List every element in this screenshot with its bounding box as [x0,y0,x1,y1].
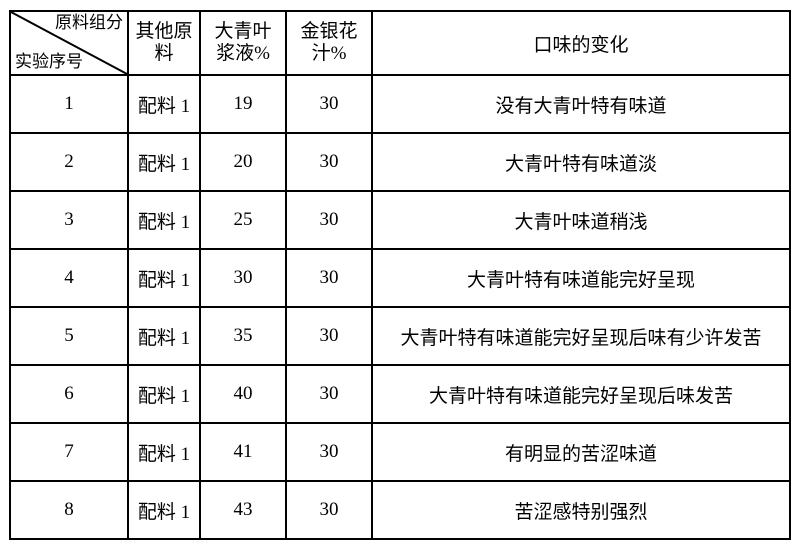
cell-other: 配料 1 [128,423,200,481]
cell-daqingye: 40 [200,365,286,423]
cell-seq: 1 [10,75,128,133]
table-row: 6 配料 1 40 30 大青叶特有味道能完好呈现后味发苦 [10,365,790,423]
cell-daqingye: 20 [200,133,286,191]
cell-jinyinhua: 30 [286,307,372,365]
table-row: 1 配料 1 19 30 没有大青叶特有味道 [10,75,790,133]
cell-taste: 大青叶特有味道能完好呈现后味发苦 [372,365,790,423]
table-row: 2 配料 1 20 30 大青叶特有味道淡 [10,133,790,191]
cell-jinyinhua: 30 [286,365,372,423]
header-jinyinhua-line2: 汁% [287,43,371,65]
cell-seq: 5 [10,307,128,365]
table-row: 5 配料 1 35 30 大青叶特有味道能完好呈现后味有少许发苦 [10,307,790,365]
header-daqingye: 大青叶 浆液% [200,11,286,75]
table-row: 7 配料 1 41 30 有明显的苦涩味道 [10,423,790,481]
cell-seq: 2 [10,133,128,191]
cell-taste: 大青叶特有味道能完好呈现后味有少许发苦 [372,307,790,365]
header-diag-bottom-left: 实验序号 [15,53,83,72]
header-jinyinhua-line1: 金银花 [287,21,371,43]
cell-jinyinhua: 30 [286,481,372,539]
header-other: 其他原 料 [128,11,200,75]
header-jinyinhua: 金银花 汁% [286,11,372,75]
cell-seq: 7 [10,423,128,481]
cell-jinyinhua: 30 [286,249,372,307]
cell-seq: 8 [10,481,128,539]
cell-daqingye: 41 [200,423,286,481]
table-header-row: 原料组分 实验序号 其他原 料 大青叶 浆液% 金银花 汁% 口味的变化 [10,11,790,75]
cell-other: 配料 1 [128,75,200,133]
cell-taste: 苦涩感特别强烈 [372,481,790,539]
cell-taste: 没有大青叶特有味道 [372,75,790,133]
cell-taste: 有明显的苦涩味道 [372,423,790,481]
cell-daqingye: 30 [200,249,286,307]
header-taste: 口味的变化 [372,11,790,75]
cell-daqingye: 43 [200,481,286,539]
cell-jinyinhua: 30 [286,191,372,249]
header-daqingye-line2: 浆液% [201,43,285,65]
header-daqingye-line1: 大青叶 [201,21,285,43]
cell-daqingye: 35 [200,307,286,365]
cell-seq: 4 [10,249,128,307]
cell-taste: 大青叶特有味道淡 [372,133,790,191]
cell-other: 配料 1 [128,307,200,365]
cell-other: 配料 1 [128,365,200,423]
table-row: 8 配料 1 43 30 苦涩感特别强烈 [10,481,790,539]
cell-jinyinhua: 30 [286,75,372,133]
cell-seq: 6 [10,365,128,423]
cell-seq: 3 [10,191,128,249]
table-row: 3 配料 1 25 30 大青叶味道稍浅 [10,191,790,249]
cell-taste: 大青叶特有味道能完好呈现 [372,249,790,307]
header-other-line1: 其他原 [129,21,199,43]
cell-other: 配料 1 [128,133,200,191]
cell-other: 配料 1 [128,249,200,307]
header-other-line2: 料 [129,43,199,65]
header-diagonal-cell: 原料组分 实验序号 [10,11,128,75]
table-body: 1 配料 1 19 30 没有大青叶特有味道 2 配料 1 20 30 大青叶特… [10,75,790,539]
cell-daqingye: 19 [200,75,286,133]
cell-jinyinhua: 30 [286,423,372,481]
cell-taste: 大青叶味道稍浅 [372,191,790,249]
header-diag-top-right: 原料组分 [55,14,123,33]
table-row: 4 配料 1 30 30 大青叶特有味道能完好呈现 [10,249,790,307]
cell-other: 配料 1 [128,191,200,249]
cell-daqingye: 25 [200,191,286,249]
experiment-table: 原料组分 实验序号 其他原 料 大青叶 浆液% 金银花 汁% 口味的变化 1 配… [9,10,791,540]
cell-other: 配料 1 [128,481,200,539]
cell-jinyinhua: 30 [286,133,372,191]
